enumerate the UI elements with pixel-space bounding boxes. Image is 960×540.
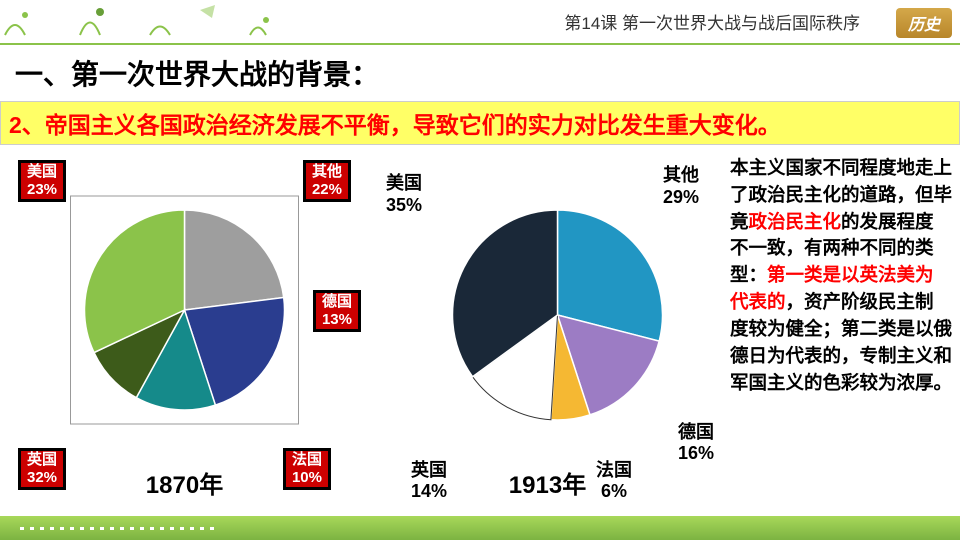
pie-label-法国: 法国6%: [596, 460, 632, 503]
explanation-text-panel: 本主义国家不同程度地走上了政治民主化的道路，但毕竟政治民主化的发展程度不一致，有…: [724, 155, 952, 525]
history-badge: 历史: [896, 8, 952, 38]
section-title: 一、第一次世界大战的背景：: [0, 45, 960, 101]
pie-label-美国: 美国23%: [18, 160, 66, 202]
header-decoration: [0, 0, 300, 40]
slide-header: 第14课 第一次世界大战与战后国际秩序 历史: [0, 0, 960, 45]
highlight-statement: 2、帝国主义各国政治经济发展不平衡，导致它们的实力对比发生重大变化。: [0, 101, 960, 145]
footer-bar: [0, 516, 960, 540]
lesson-title: 第14课 第一次世界大战与战后国际秩序: [564, 9, 860, 34]
pie-label-德国: 德国16%: [678, 422, 714, 465]
pie-label-美国: 美国35%: [386, 173, 422, 216]
pie-label-英国: 英国14%: [411, 460, 447, 503]
pie-label-英国: 英国32%: [18, 448, 66, 490]
footer-dots: [20, 527, 220, 530]
charts-container: 1870年 美国23%其他22%德国13%法国10%英国32% 1913年 其他…: [8, 155, 724, 525]
pie-chart-1870: 1870年 美国23%其他22%德国13%法国10%英国32%: [8, 155, 361, 525]
content-area: 1870年 美国23%其他22%德国13%法国10%英国32% 1913年 其他…: [0, 145, 960, 525]
pie-label-其他: 其他22%: [303, 160, 351, 202]
pie-label-其他: 其他29%: [663, 165, 699, 208]
pie-chart-1913: 1913年 其他29%德国16%法国6%英国14%美国35%: [371, 155, 724, 525]
pie-slice-美国: [185, 210, 284, 310]
pie-label-德国: 德国13%: [313, 290, 361, 332]
pie-label-法国: 法国10%: [283, 448, 331, 490]
